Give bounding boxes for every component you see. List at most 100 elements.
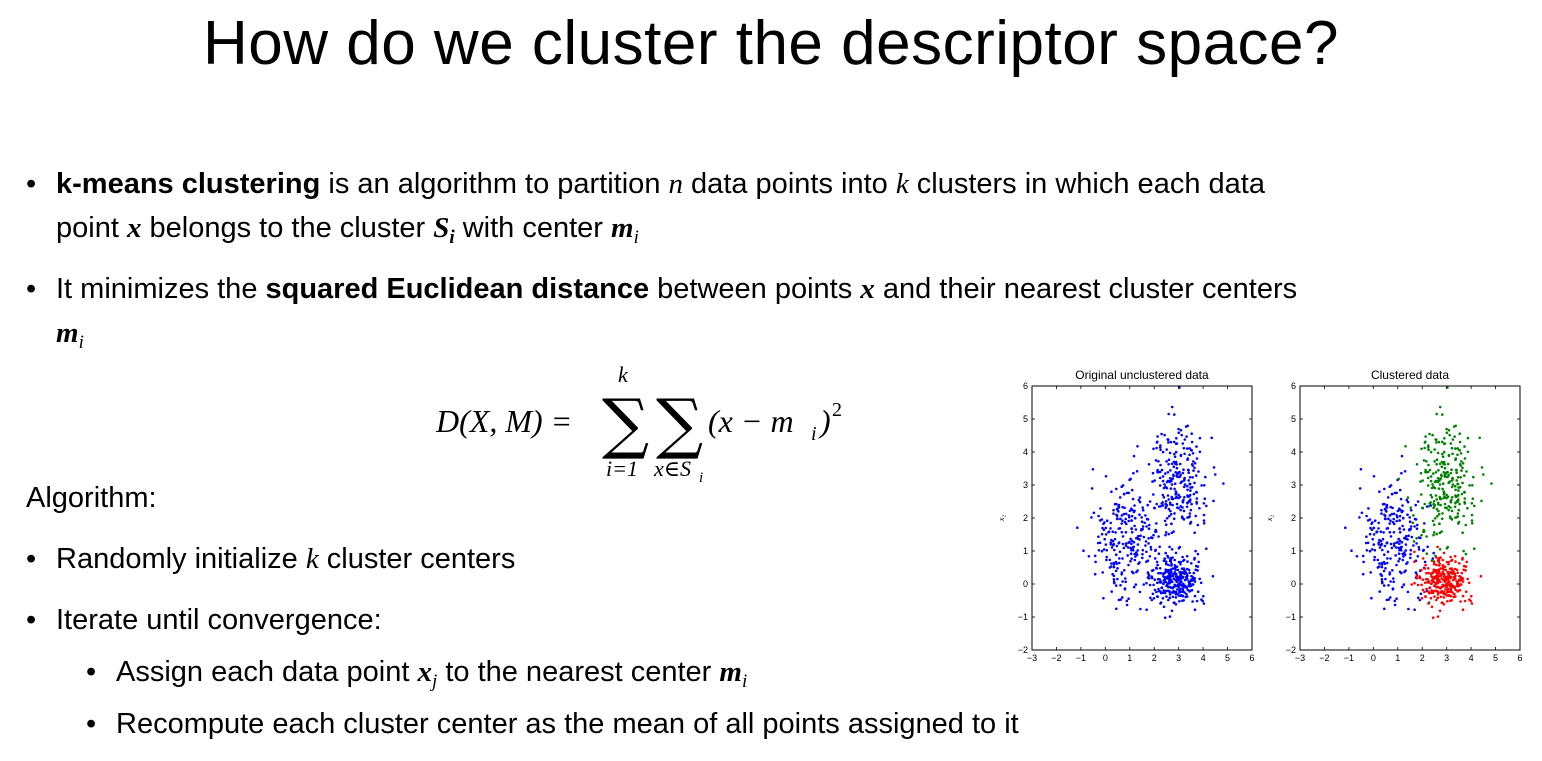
data-point (1126, 600, 1129, 603)
data-point (1127, 564, 1130, 567)
data-point (1444, 503, 1447, 506)
data-point (1164, 616, 1167, 619)
data-point (1173, 584, 1176, 587)
data-point (1433, 531, 1436, 534)
data-point (1447, 575, 1450, 578)
data-point (1397, 478, 1400, 481)
data-point (1454, 575, 1457, 578)
data-point (1413, 582, 1416, 585)
data-point (1446, 431, 1449, 434)
data-point (1409, 520, 1412, 523)
data-point (1118, 541, 1121, 544)
data-point (1412, 544, 1415, 547)
data-point (1167, 413, 1170, 416)
data-point (1154, 529, 1157, 532)
data-point (1127, 520, 1130, 523)
data-point (1441, 601, 1444, 604)
data-point (1439, 497, 1442, 500)
data-point (1471, 522, 1474, 525)
data-point (1103, 529, 1106, 532)
data-point (1172, 577, 1175, 580)
data-point (1447, 496, 1450, 499)
data-point (1179, 463, 1182, 466)
data-point (1450, 576, 1453, 579)
data-point (1435, 441, 1438, 444)
data-point (1179, 505, 1182, 508)
data-point (1432, 534, 1435, 537)
data-point (1182, 472, 1185, 475)
data-point (1454, 494, 1457, 497)
data-point (1409, 553, 1412, 556)
data-point (1169, 593, 1172, 596)
data-point (1167, 494, 1170, 497)
data-point (1362, 561, 1365, 564)
x-axis-label: x₁ (1406, 669, 1414, 670)
data-point (1193, 531, 1196, 534)
data-point (1131, 515, 1134, 518)
data-point (1132, 498, 1135, 501)
data-point (1456, 454, 1459, 457)
data-point (1187, 479, 1190, 482)
data-point (1424, 567, 1427, 570)
bullet-kmeans-definition: k-means clustering is an algorithm to pa… (56, 162, 1496, 260)
data-point (1173, 465, 1176, 468)
chart-title: Clustered data (1371, 368, 1449, 382)
data-point (1427, 449, 1430, 452)
data-point (1091, 487, 1094, 490)
data-point (1118, 562, 1121, 565)
data-point (1344, 526, 1347, 529)
bullet-minimizes: It minimizes the squared Euclidean dista… (56, 267, 1496, 365)
data-point (1188, 516, 1191, 519)
data-point (1174, 462, 1177, 465)
data-point (1187, 469, 1190, 472)
data-point (1176, 467, 1179, 470)
data-point (1392, 587, 1395, 590)
data-point (1456, 584, 1459, 587)
data-point (1173, 441, 1176, 444)
data-point (1119, 551, 1122, 554)
data-point (1168, 597, 1171, 600)
data-point (1394, 492, 1397, 495)
data-point (1170, 513, 1173, 516)
data-point (1151, 537, 1154, 540)
data-point (1465, 561, 1468, 564)
data-point (1188, 569, 1191, 572)
data-point (1458, 449, 1461, 452)
data-point (1165, 448, 1168, 451)
data-point (1123, 547, 1126, 550)
data-point (1190, 579, 1193, 582)
data-point (1391, 547, 1394, 550)
data-point (1416, 574, 1419, 577)
data-point (1428, 433, 1431, 436)
data-point (1416, 577, 1419, 580)
data-point (1204, 476, 1207, 479)
data-point (1459, 463, 1462, 466)
data-point (1458, 575, 1461, 578)
data-point (1401, 525, 1404, 528)
data-point (1117, 505, 1120, 508)
data-point (1101, 533, 1104, 536)
data-point (1192, 460, 1195, 463)
data-point (1383, 570, 1386, 573)
data-point (1110, 562, 1113, 565)
data-point (1132, 472, 1135, 475)
data-point (1174, 497, 1177, 500)
data-point (1176, 506, 1179, 509)
data-point (1119, 518, 1122, 521)
data-point (1195, 491, 1198, 494)
data-point (1183, 510, 1186, 513)
data-point (1172, 596, 1175, 599)
data-point (1409, 506, 1412, 509)
data-point (1367, 507, 1370, 510)
data-point (1413, 540, 1416, 543)
data-point (1163, 572, 1166, 575)
data-point (1452, 585, 1455, 588)
data-point (1147, 571, 1150, 574)
data-point (1157, 535, 1160, 538)
data-point (1105, 556, 1108, 559)
data-point (1369, 550, 1372, 553)
data-point (1112, 540, 1115, 543)
data-point (1401, 541, 1404, 544)
data-point (1190, 575, 1193, 578)
data-point (1182, 589, 1185, 592)
